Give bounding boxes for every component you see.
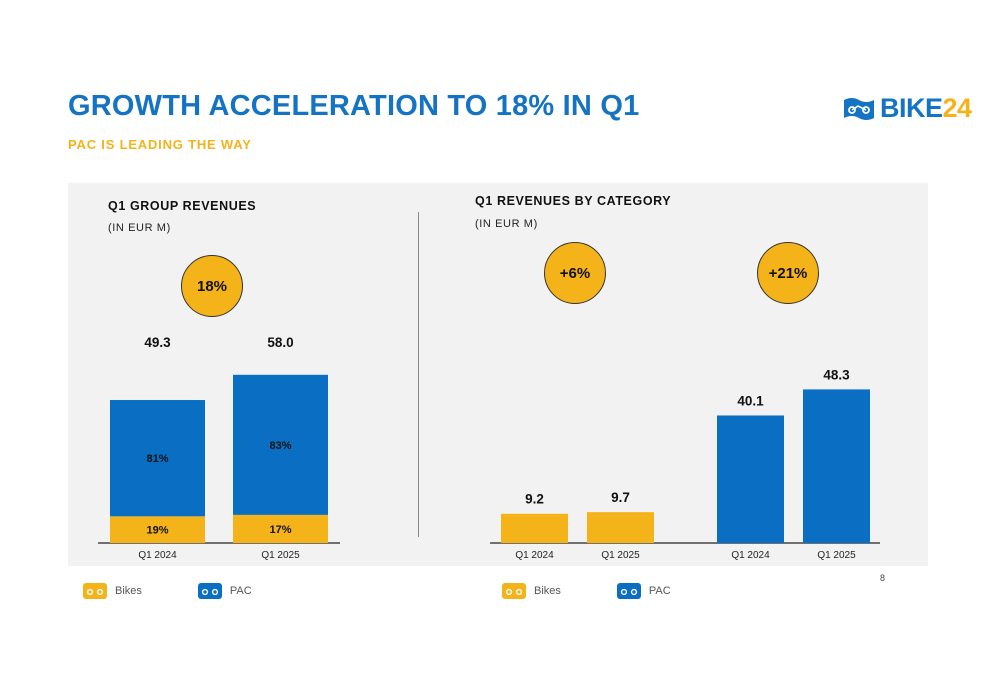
pac-growth-bubble: +21% [757,242,819,304]
bike-logo-icon [844,97,874,120]
right-chart-unit: (IN EUR M) [475,218,538,230]
legend-left: Bikes PAC [83,581,252,601]
x-tick-label: Q1 2025 [261,550,300,561]
category-bar [501,513,568,543]
bike-icon [502,583,526,599]
page-number: 8 [880,573,886,583]
bar-pac-segment [233,374,328,515]
bike24-logo: BIKE 24 [842,95,972,122]
category-bar [717,415,784,543]
legend-pac-label: PAC [229,585,252,597]
bar-total-label: 49.3 [144,335,171,350]
x-tick-label: Q1 2024 [731,550,770,561]
bar-bikes-segment [233,514,328,543]
left-chart-title: Q1 GROUP REVENUES [108,199,257,213]
logo-text-bike: BIKE [880,93,943,123]
left-chart-unit: (IN EUR M) [108,222,171,234]
legend-bikes-label: Bikes [534,585,561,597]
panel-divider [418,212,419,537]
category-bar [587,512,654,543]
bar-bikes-segment [110,516,205,543]
legend-right: Bikes PAC [502,581,671,601]
bar-segment-label: 17% [269,524,291,536]
logo-text-24: 24 [942,93,973,123]
x-tick-label: Q1 2025 [601,550,640,561]
legend-bikes-label: Bikes [115,585,142,597]
bike-icon [616,583,641,599]
bar-segment-label: 81% [146,453,168,465]
category-bar [803,389,870,543]
bar-segment-label: 19% [146,525,168,537]
bar-value-label: 48.3 [823,367,850,382]
page-subtitle: PAC IS LEADING THE WAY [68,137,252,152]
x-tick-label: Q1 2025 [817,550,856,561]
right-chart-title: Q1 REVENUES BY CATEGORY [475,194,672,208]
bar-value-label: 9.7 [611,490,630,505]
page-title: GROWTH ACCELERATION TO 18% IN Q1 [68,90,640,122]
group-growth-bubble: 18% [181,255,243,317]
bike-icon [197,583,222,599]
bikes-growth-bubble: +6% [544,242,606,304]
bar-value-label: 9.2 [525,492,544,507]
bar-pac-segment [110,400,205,517]
bike-icon [83,583,107,599]
bar-total-label: 58.0 [267,335,293,350]
bar-segment-label: 83% [269,440,291,452]
x-tick-label: Q1 2024 [138,550,177,561]
x-tick-label: Q1 2024 [515,550,554,561]
bar-value-label: 40.1 [737,393,764,408]
legend-pac-label: PAC [648,585,671,597]
